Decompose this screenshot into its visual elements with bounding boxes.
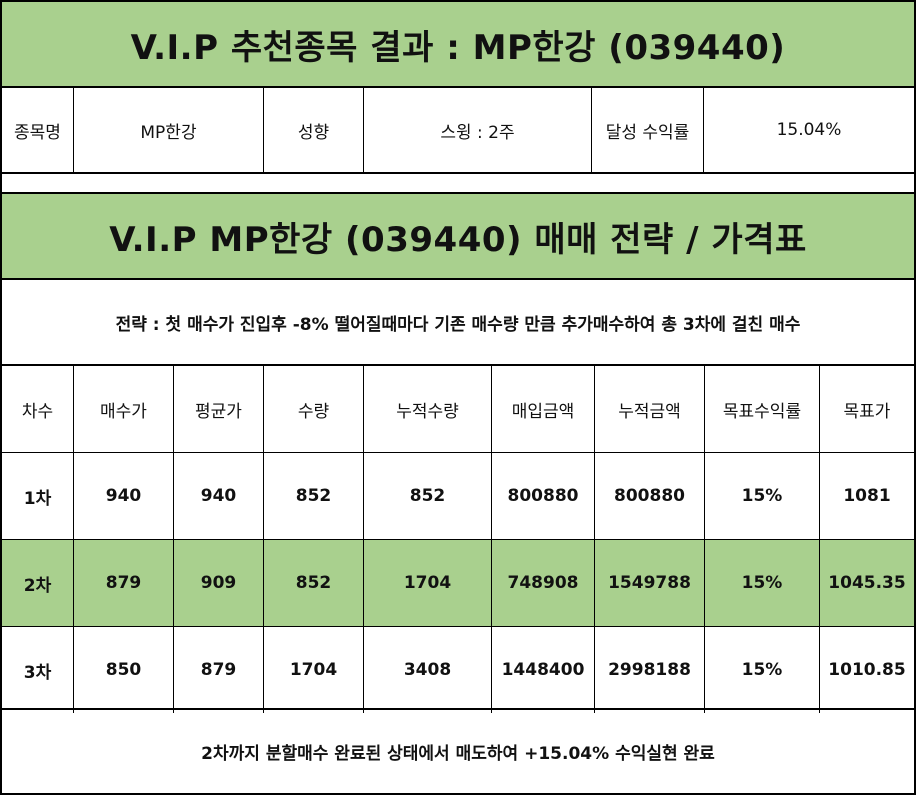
header-cell: 차수 [2,366,74,452]
result-title: V.I.P 추천종목 결과 : MP한강 (039440) [2,0,914,86]
table-cell: 15% [705,627,820,713]
header-cell: 누적금액 [595,366,705,452]
header-cell: 평균가 [174,366,264,452]
header-cell: 누적수량 [364,366,492,452]
return-value: 15.04% [776,120,842,140]
table-cell: 879 [74,540,174,626]
table-cell: 15% [705,540,820,626]
table-row-highlighted: 2차 879 909 852 1704 748908 1549788 15% 1… [2,539,914,626]
style-value: 스윙 : 2주 [364,88,592,172]
table-cell: 2998188 [595,627,705,713]
stock-info-row: 종목명 MP한강 성향 스윙 : 2주 달성 수익률 15.04% [2,86,914,172]
table-cell: 2차 [2,540,74,626]
table-cell: 3차 [2,627,74,713]
return-label: 달성 수익률 [592,88,704,172]
table-cell: 1704 [264,627,364,713]
table-cell: 940 [74,453,174,539]
result-note: 2차까지 분할매수 완료된 상태에서 매도하여 +15.04% 수익실현 완료 [2,708,914,793]
table-cell: 748908 [492,540,595,626]
header-cell: 수량 [264,366,364,452]
table-cell: 852 [264,540,364,626]
table-row: 1차 940 940 852 852 800880 800880 15% 108… [2,452,914,539]
strategy-note: 전략 : 첫 매수가 진입후 -8% 떨어질때마다 기존 매수량 만큼 추가매수… [2,278,914,364]
header-cell: 매수가 [74,366,174,452]
header-cell: 목표수익률 [705,366,820,452]
price-table: 차수 매수가 평균가 수량 누적수량 매입금액 누적금액 목표수익률 목표가 1… [2,364,914,713]
table-cell: 1010.85 [828,660,906,680]
table-cell: 850 [74,627,174,713]
table-cell: 940 [174,453,264,539]
header-cell: 매입금액 [492,366,595,452]
stock-name-label: 종목명 [2,88,74,172]
header-cell: 목표가 [843,401,891,422]
table-header-row: 차수 매수가 평균가 수량 누적수량 매입금액 누적금액 목표수익률 목표가 [2,364,914,452]
table-cell: 1차 [2,453,74,539]
table-cell: 1045.35 [828,573,906,593]
table-cell: 800880 [595,453,705,539]
table-row: 3차 850 879 1704 3408 1448400 2998188 15%… [2,626,914,713]
style-label: 성향 [264,88,364,172]
table-cell: 15% [705,453,820,539]
table-cell: 852 [364,453,492,539]
table-cell: 3408 [364,627,492,713]
table-cell: 879 [174,627,264,713]
stock-name-value: MP한강 [74,88,264,172]
table-cell: 1081 [843,486,891,506]
table-cell: 1549788 [595,540,705,626]
spacer-row [2,172,914,192]
table-cell: 800880 [492,453,595,539]
strategy-title: V.I.P MP한강 (039440) 매매 전략 / 가격표 [2,192,914,278]
table-cell: 909 [174,540,264,626]
table-cell: 1448400 [492,627,595,713]
table-cell: 852 [264,453,364,539]
table-cell: 1704 [364,540,492,626]
